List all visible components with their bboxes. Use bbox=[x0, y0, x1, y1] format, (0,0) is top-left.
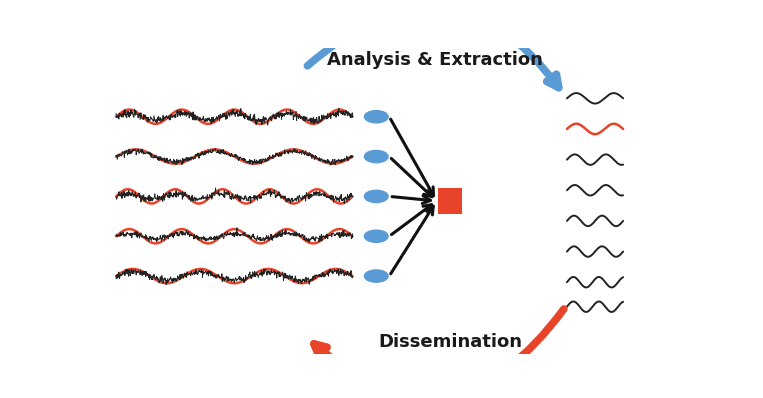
FancyArrowPatch shape bbox=[314, 309, 564, 396]
Circle shape bbox=[365, 230, 388, 242]
Circle shape bbox=[365, 270, 388, 282]
Text: Analysis & Extraction: Analysis & Extraction bbox=[327, 51, 543, 69]
FancyArrowPatch shape bbox=[392, 196, 430, 203]
Bar bbox=[438, 188, 462, 214]
FancyArrowPatch shape bbox=[391, 119, 433, 195]
Circle shape bbox=[365, 190, 388, 203]
FancyArrowPatch shape bbox=[391, 206, 433, 274]
Text: Dissemination: Dissemination bbox=[378, 333, 522, 351]
FancyArrowPatch shape bbox=[391, 158, 432, 197]
Circle shape bbox=[365, 150, 388, 163]
FancyArrowPatch shape bbox=[307, 8, 559, 88]
Circle shape bbox=[365, 111, 388, 123]
FancyArrowPatch shape bbox=[391, 205, 432, 234]
